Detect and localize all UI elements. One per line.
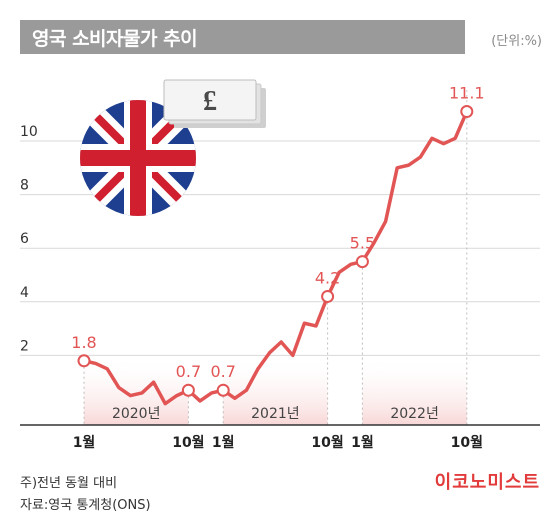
x-tick-label-5: 10월 — [451, 434, 483, 451]
point-marker-9 — [181, 383, 195, 397]
y-tick-label-10: 10 — [20, 124, 38, 140]
point-marker-0 — [77, 354, 91, 368]
x-tick-label-3: 10월 — [311, 434, 343, 451]
data-label-12: 0.7 — [210, 362, 235, 381]
x-tick-label-0: 1월 — [73, 434, 96, 451]
pound-card-icon: £ — [163, 79, 266, 128]
point-marker-24 — [355, 255, 369, 269]
pound-symbol: £ — [203, 86, 217, 117]
data-label-33: 11.1 — [449, 84, 485, 103]
cpi-line — [82, 109, 469, 406]
x-tick-label-2: 1월 — [212, 434, 235, 451]
publisher-logo: 이코노미스트 — [434, 472, 540, 493]
point-marker-12 — [216, 383, 230, 397]
point-marker-33 — [460, 105, 474, 119]
data-label-21: 4.2 — [315, 268, 340, 287]
data-label-0: 1.8 — [71, 333, 96, 352]
unit-label: (단위:%) — [491, 34, 542, 49]
year-band-label-2: 2022년 — [390, 406, 439, 422]
x-tick-label-1: 10월 — [172, 434, 204, 451]
y-tick-label-6: 6 — [20, 231, 29, 247]
y-tick-label-4: 4 — [20, 285, 29, 301]
title-bar: 영국 소비자물가 추이 — [20, 20, 465, 54]
data-label-24: 5.5 — [350, 234, 375, 253]
footnote-basis: 주)전년 동월 대비 — [20, 476, 118, 491]
year-band-1 — [223, 356, 328, 425]
y-tick-label-8: 8 — [20, 178, 29, 194]
chart-title: 영국 소비자물가 추이 — [32, 27, 198, 50]
footnote-source: 자료:영국 통계청(ONS) — [20, 498, 151, 513]
y-tick-label-2: 2 — [20, 338, 29, 354]
point-marker-21 — [321, 289, 335, 303]
year-band-label-1: 2021년 — [251, 406, 300, 422]
x-tick-label-4: 1월 — [351, 434, 374, 451]
data-label-9: 0.7 — [176, 362, 201, 381]
year-band-2 — [362, 356, 467, 425]
year-band-label-0: 2020년 — [112, 406, 161, 422]
